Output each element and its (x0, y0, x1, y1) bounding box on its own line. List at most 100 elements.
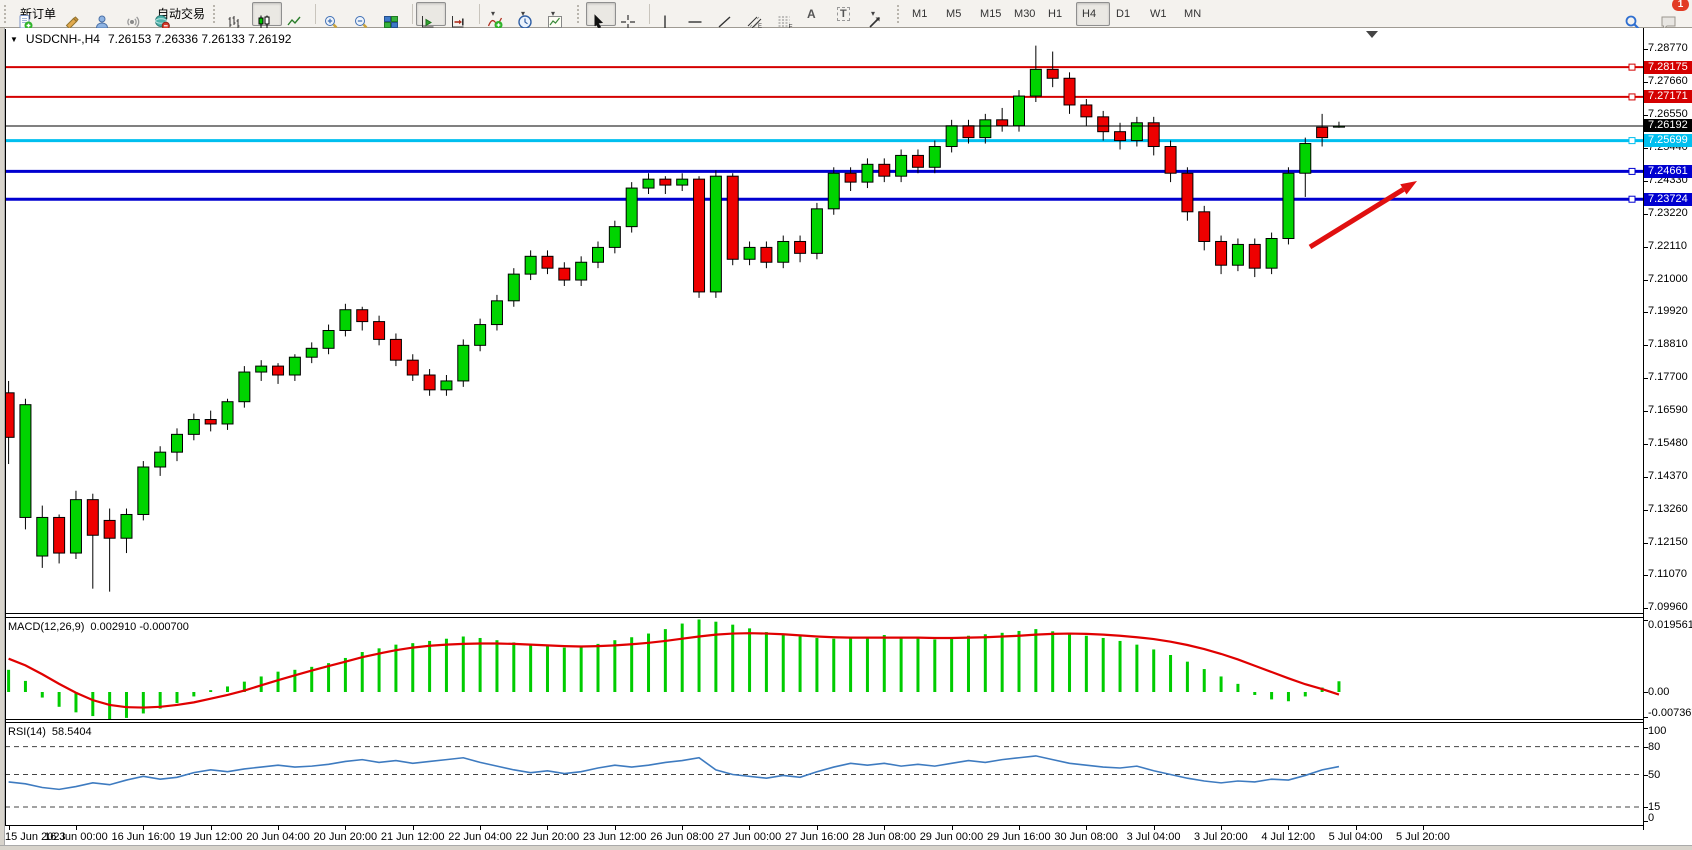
crosshair-tool-button[interactable] (616, 2, 646, 29)
line-marker[interactable] (1628, 93, 1636, 101)
time-axis-tick (1220, 826, 1222, 830)
cursor-tool-button[interactable] (586, 1, 617, 29)
time-axis-label: 3 Jul 04:00 (1126, 831, 1181, 843)
candle (1198, 211, 1211, 242)
templates-button[interactable]: ▾ (543, 2, 573, 28)
macd-histogram-bar (1236, 683, 1240, 692)
candle (524, 255, 537, 275)
text-label-icon: T (837, 6, 850, 21)
annotation-arrow-head[interactable] (1400, 181, 1417, 195)
macd-histogram-bar (1118, 640, 1122, 692)
vertical-line-tool-button[interactable] (653, 2, 683, 28)
time-axis-label: 22 Jun 04:00 (448, 831, 512, 843)
new-order-button[interactable]: 新订单 (13, 2, 60, 29)
macd-histogram-bar (865, 636, 869, 692)
time-axis-label: 29 Jun 16:00 (987, 831, 1051, 843)
indicators-button[interactable]: ▾ (483, 2, 513, 29)
line-marker[interactable] (1628, 137, 1636, 145)
macd-histogram-bar (613, 640, 617, 692)
toolbar-right: 1 (1620, 0, 1689, 31)
timeframe-m30[interactable]: M30 (1014, 7, 1036, 20)
text-tool-button[interactable]: A (803, 2, 833, 26)
timeframe-d1[interactable]: D1 (1116, 7, 1131, 20)
price-axis-tick (1643, 214, 1648, 216)
candle (120, 513, 133, 539)
line-marker[interactable] (1628, 195, 1636, 203)
chart-window: ▼ USDCNH-,H4 7.26153 7.26336 7.26133 7.2… (0, 28, 1692, 850)
chart-menu-caret-icon[interactable]: ▼ (10, 34, 18, 44)
macd-histogram-bar (512, 642, 516, 692)
timeframe-mn[interactable]: MN (1184, 7, 1202, 20)
macd-histogram-bar (1337, 681, 1341, 692)
auto-scroll-button[interactable] (416, 1, 447, 27)
line-marker[interactable] (1628, 63, 1636, 71)
timeframe-m15[interactable]: M15 (980, 7, 1002, 20)
time-axis-tick (682, 826, 684, 830)
candle (810, 208, 823, 254)
horizontal-line-tool-button[interactable] (683, 2, 713, 26)
macd-pane-top-border[interactable] (5, 617, 1644, 618)
macd-histogram-bar (1152, 649, 1156, 692)
zoom-in-button[interactable] (319, 2, 349, 28)
tile-windows-button[interactable] (379, 2, 409, 28)
text-tool-icon: A (807, 6, 816, 21)
rsi-pane-top-border[interactable] (5, 722, 1644, 723)
timeframe-m5[interactable]: M5 (946, 7, 962, 20)
signal-broadcast-button[interactable] (120, 2, 150, 27)
trendline-tool-button[interactable] (713, 2, 743, 28)
price-axis-line[interactable] (1643, 28, 1644, 830)
candle (1063, 77, 1076, 106)
periods-button[interactable]: ▾ (513, 2, 543, 29)
macd-histogram-bar (647, 633, 651, 692)
zoom-out-button[interactable] (349, 2, 379, 28)
toolbar-grip[interactable] (4, 4, 10, 23)
candle (676, 178, 689, 186)
time-axis-label: 29 Jun 00:00 (919, 831, 984, 843)
candlestick-chart-button[interactable] (252, 1, 283, 28)
macd-histogram-bar (849, 637, 853, 692)
toolbar-grip[interactable] (897, 4, 903, 23)
candle (103, 519, 116, 539)
time-axis-label: 30 Jun 08:00 (1054, 831, 1118, 843)
price-axis-label: 7.21000 (1648, 273, 1688, 286)
rsi-axis-label: 100 (1648, 725, 1667, 737)
text-label-tool-button[interactable]: T (833, 2, 863, 26)
toolbar-grip[interactable] (213, 4, 219, 23)
timeframe-m1[interactable]: M1 (912, 7, 928, 20)
line-marker[interactable] (1628, 167, 1636, 175)
annotation-arrow[interactable] (1308, 187, 1405, 250)
arrows-tool-button[interactable]: ▾ (863, 2, 893, 28)
timeframe-w1[interactable]: W1 (1150, 7, 1167, 20)
autotrading-button[interactable]: 自动交易 (150, 2, 209, 30)
main-price-pane[interactable] (5, 29, 1643, 613)
time-axis-tick (278, 826, 279, 830)
chart-shift-button[interactable] (446, 2, 476, 27)
price-badge-7.24661: 7.24661 (1644, 164, 1692, 178)
macd-histogram-bar (327, 663, 331, 692)
line-chart-button[interactable] (282, 2, 312, 26)
timeframe-h1[interactable]: H1 (1048, 7, 1063, 20)
candle (895, 154, 908, 177)
macd-histogram-bar (276, 671, 280, 692)
pane-left-border (5, 29, 6, 825)
rsi-axis-label: 50 (1648, 768, 1661, 781)
equidistant-channel-tool-button[interactable]: E (743, 2, 773, 30)
price-axis-label: 7.27660 (1648, 75, 1688, 88)
highlighter-tool-button[interactable] (60, 2, 90, 29)
community-profile-button[interactable] (90, 2, 120, 28)
macd-pane[interactable] (5, 618, 1643, 719)
price-axis-tick (1643, 476, 1648, 478)
notifications-button[interactable]: 1 (1656, 0, 1689, 31)
macd-axis-tick (1643, 692, 1648, 693)
toolbar-grip[interactable] (577, 4, 583, 23)
chart-shift-marker-icon[interactable] (1366, 31, 1378, 38)
time-axis-tick (143, 826, 145, 830)
rsi-pane[interactable] (5, 723, 1643, 825)
candle (490, 300, 503, 326)
macd-histogram-bar (579, 646, 583, 692)
search-button[interactable] (1620, 2, 1650, 30)
timeframe-h4[interactable]: H4 (1076, 1, 1111, 26)
fibonacci-tool-button[interactable]: F (773, 2, 803, 30)
candle (255, 365, 268, 373)
bar-chart-button[interactable] (222, 2, 252, 28)
